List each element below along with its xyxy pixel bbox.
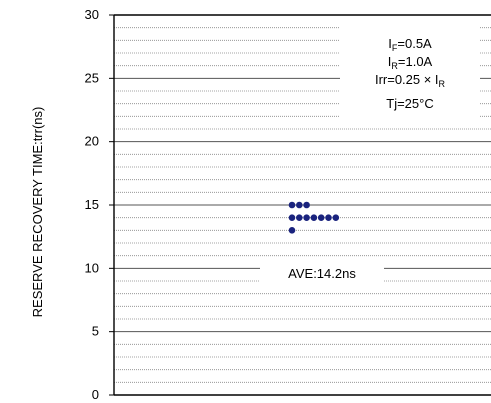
- y-tick-label: 20: [85, 134, 99, 149]
- y-tick-label: 5: [92, 324, 99, 339]
- y-tick-label: 0: [92, 387, 99, 402]
- data-point: [288, 201, 296, 209]
- y-tick-label: 15: [85, 197, 99, 212]
- y-tick-labels: 0 5 10 15 20 25 30: [85, 7, 114, 402]
- data-point: [288, 214, 296, 221]
- condition-irr: Irr=0.25 × IR: [375, 72, 446, 89]
- data-point: [288, 227, 296, 234]
- data-point: [296, 214, 303, 221]
- condition-if: IF=0.5A: [388, 36, 432, 53]
- conditions-box: IF=0.5A IR=1.0A Irr=0.25 × IR Tj=25°C: [340, 27, 480, 127]
- average-label-box: AVE:14.2ns: [260, 262, 384, 284]
- average-label: AVE:14.2ns: [288, 266, 356, 281]
- data-point: [325, 214, 332, 221]
- average-label-bg: [260, 262, 384, 284]
- y-axis-label: RESERVE RECOVERY TIME:trr(ns): [30, 107, 45, 318]
- data-point: [303, 201, 310, 209]
- condition-tj: Tj=25°C: [386, 96, 433, 111]
- data-point: [310, 214, 318, 221]
- data-point: [332, 214, 340, 221]
- y-tick-label: 10: [85, 260, 99, 275]
- data-points: [288, 201, 340, 234]
- data-point: [317, 214, 325, 221]
- y-tick-label: 30: [85, 7, 99, 22]
- y-tick-label: 25: [85, 70, 99, 85]
- data-point: [303, 214, 310, 221]
- data-point: [296, 201, 303, 209]
- condition-ir: IR=1.0A: [388, 54, 433, 71]
- conditions-box-bg: [340, 27, 480, 127]
